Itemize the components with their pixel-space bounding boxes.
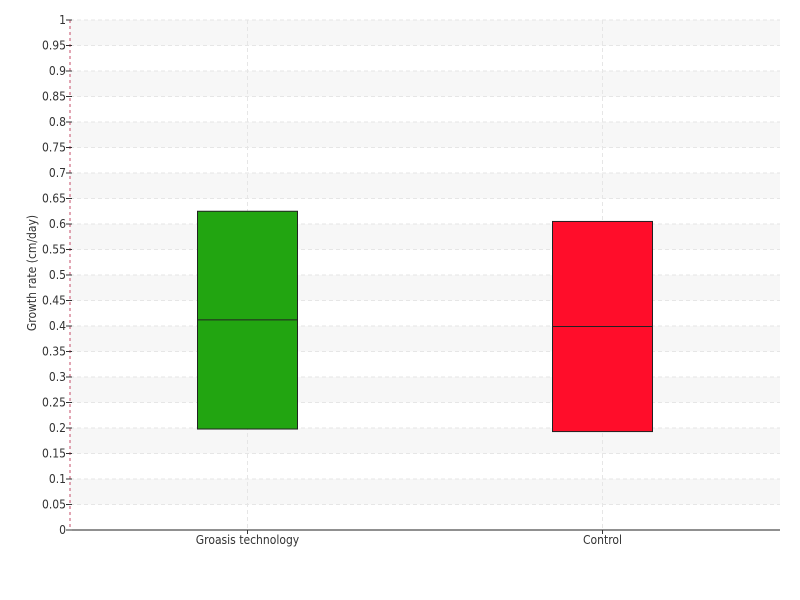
y-tick-label: 0.85 [42, 90, 66, 104]
y-tick-label: 0.8 [49, 115, 66, 129]
background-band [70, 173, 780, 199]
grid-lines [70, 19, 780, 530]
y-tick-label: 0.45 [42, 294, 66, 308]
background-band [70, 326, 780, 352]
y-tick-label: 0.95 [42, 39, 66, 53]
y-tick-label: 0.7 [49, 166, 66, 180]
y-tick-label: 0.15 [42, 447, 66, 461]
y-tick-label: 0.4 [49, 319, 66, 333]
x-tick-label: Control [583, 533, 622, 547]
y-axis-ticks: 0 0.05 0.1 0.15 0.2 0.25 0.3 0.35 0.4 0.45 0.5 0.55… [42, 13, 72, 537]
y-tick-label: 0.05 [42, 498, 66, 512]
y-tick-label: 0.2 [49, 421, 66, 435]
y-tick-label: 0.3 [49, 370, 66, 384]
y-tick-label: 0.35 [42, 345, 66, 359]
y-tick-label: 0.5 [49, 268, 66, 282]
x-axis-ticks: Groasis technology Control [196, 530, 622, 547]
y-tick-label: 0.25 [42, 396, 66, 410]
y-tick-label: 0.1 [49, 472, 66, 486]
plot-background-bands [70, 20, 780, 505]
background-band [70, 224, 780, 250]
x-tick-label: Groasis technology [196, 533, 300, 547]
y-tick-label: 1 [59, 13, 66, 27]
y-tick-label: 0.75 [42, 141, 66, 155]
y-tick-label: 0.65 [42, 192, 66, 206]
y-tick-label: 0 [59, 523, 66, 537]
box-series [197, 210, 653, 433]
y-tick-label: 0.6 [49, 217, 66, 231]
background-band [70, 428, 780, 454]
background-band [70, 377, 780, 403]
background-band [70, 20, 780, 46]
background-band [70, 479, 780, 505]
background-band [70, 122, 780, 148]
background-band [70, 71, 780, 97]
background-band [70, 275, 780, 301]
y-tick-label: 0.9 [49, 64, 66, 78]
y-axis-title: Growth rate (cm/day) [25, 215, 39, 331]
y-tick-label: 0.55 [42, 243, 66, 257]
